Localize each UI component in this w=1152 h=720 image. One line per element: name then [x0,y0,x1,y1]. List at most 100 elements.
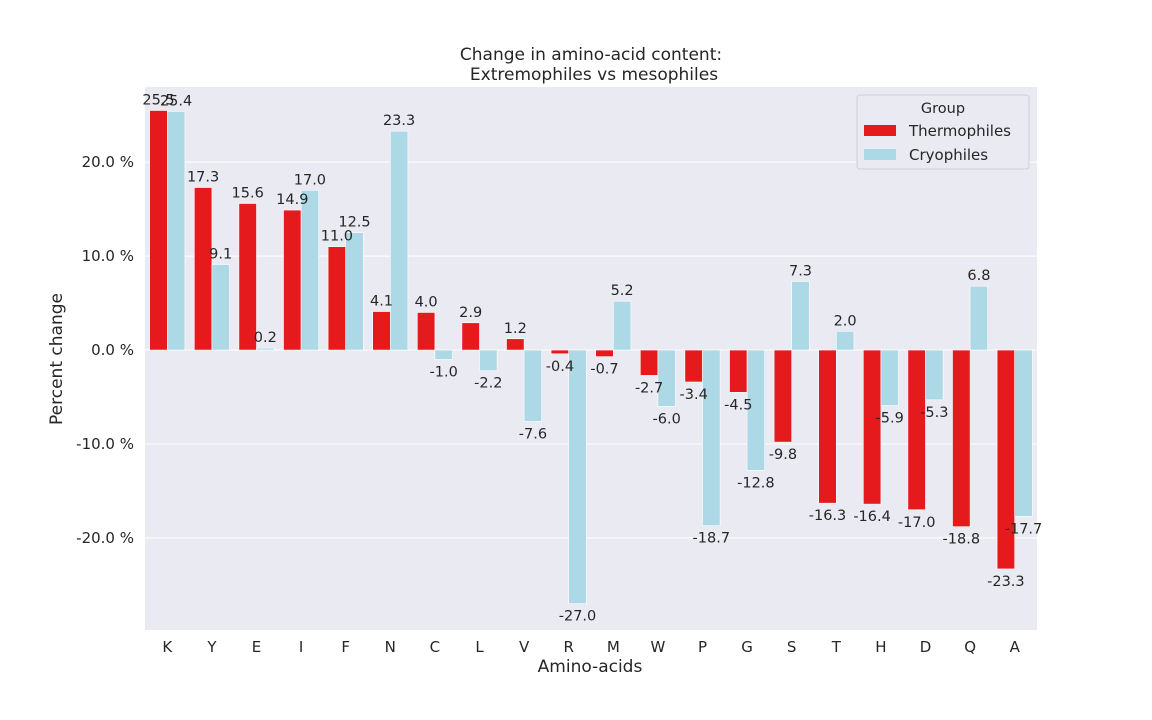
legend-swatch-cryophiles [864,149,896,160]
x-tick-label: G [741,638,753,656]
x-tick-label: D [920,638,932,656]
bar-thermophiles [238,203,257,351]
bar-cryophiles [300,190,320,351]
legend-box [856,94,1030,170]
x-tick-label: W [650,638,665,656]
data-label: -3.4 [680,387,708,403]
data-label: -17.7 [1005,521,1043,537]
x-axis-title: Amino-acids [538,657,643,677]
bar-thermophiles [952,349,971,527]
bar-cryophiles [568,349,587,604]
bar-thermophiles [149,110,168,351]
x-tick-label: S [787,638,797,656]
legend-label-thermophiles: Thermophiles [908,122,1011,140]
data-label: -12.8 [737,475,775,491]
data-label: 11.0 [321,229,353,245]
x-tick-label: T [831,638,842,656]
data-label: -2.7 [635,380,663,396]
data-label: 17.3 [187,170,219,186]
data-label: 6.8 [967,268,990,284]
bar-thermophiles [684,349,703,383]
data-label: 1.2 [504,321,527,337]
data-label: -5.9 [876,410,904,426]
data-label: -2.2 [474,376,502,392]
x-tick-label: V [519,638,530,656]
bar-cryophiles [167,111,186,351]
x-tick-label: R [563,638,573,656]
data-label: 2.9 [459,305,482,321]
x-tick-label: I [299,638,303,656]
data-label: 4.1 [370,294,393,310]
bar-thermophiles [773,349,792,443]
data-label: 2.0 [834,313,857,329]
data-labels: 25.5 17.3 15.6 14.9 11.0 4.1 4.0 2.9 1.2 -0.4 -0.7… [142,92,1042,624]
bar-cryophiles [657,349,676,407]
data-label: 25.4 [160,93,192,109]
bar-cryophiles [791,281,810,351]
x-tick-label: P [698,638,707,656]
x-tick-label: A [1010,638,1021,656]
x-tick-label: H [875,638,886,656]
x-tick-label: Y [206,638,217,656]
data-label: -5.3 [920,405,948,421]
y-tick-label: 10.0 % [82,247,134,265]
bar-cryophiles [969,285,988,351]
bar-thermophiles [907,349,926,511]
y-tick-label: 20.0 % [82,153,134,171]
y-axis-title: Percent change [47,293,67,425]
bar-cryophiles [389,130,409,351]
data-label: 14.9 [276,192,308,208]
bar-thermophiles [283,209,302,351]
bar-cryophiles [880,349,899,406]
y-axis-ticks: 20.0 % 10.0 % 0.0 % -10.0 % -20.0 % [76,153,134,547]
data-label: -4.5 [724,397,752,413]
bar-cryophiles [1014,349,1033,517]
data-label: 15.6 [232,185,264,201]
bar-thermophiles [327,246,347,351]
data-label: -0.7 [590,362,618,378]
data-label: -18.7 [693,531,731,547]
data-label: 4.0 [415,294,438,310]
data-label: 12.5 [338,215,370,231]
data-label: 17.0 [294,172,326,188]
bar-thermophiles [862,349,882,505]
chart-title-line-2: Extremophiles vs mesophiles [470,65,718,85]
legend-label-cryophiles: Cryophiles [909,146,988,164]
bar-cryophiles [925,349,944,401]
data-label: -7.6 [519,426,547,442]
x-tick-label: C [430,638,440,656]
bar-thermophiles [506,338,525,351]
chart-title-line-1: Change in amino-acid content: [460,45,722,65]
data-label: 23.3 [383,113,415,129]
data-label: -18.8 [943,532,981,548]
data-label: -23.3 [987,574,1025,590]
x-tick-label: N [385,638,396,656]
bar-cryophiles [523,349,542,422]
legend: Group Thermophiles Cryophiles [856,94,1030,170]
bars [149,110,1033,604]
data-label: 9.1 [209,247,232,263]
x-tick-label: M [607,638,620,656]
bar-cryophiles [211,264,230,351]
bar-cryophiles [256,347,275,351]
data-label: 5.2 [611,283,634,299]
data-label: 0.2 [254,330,277,346]
data-label: -6.0 [653,411,681,427]
bar-cryophiles [434,349,453,360]
data-label: -0.4 [546,359,574,375]
y-tick-label: -10.0 % [76,435,134,453]
bar-cryophiles [612,300,632,351]
bar-cryophiles [702,349,721,527]
bar-thermophiles [550,349,569,355]
x-tick-label: L [475,638,484,656]
data-label: 25.5 [142,92,174,108]
bar-cryophiles [746,349,765,471]
x-tick-label: F [341,638,350,656]
bar-thermophiles [729,349,748,393]
bar-thermophiles [461,322,480,351]
data-label: 7.3 [789,263,812,279]
data-label: -16.4 [853,509,891,525]
bar-cryophiles [345,232,364,351]
